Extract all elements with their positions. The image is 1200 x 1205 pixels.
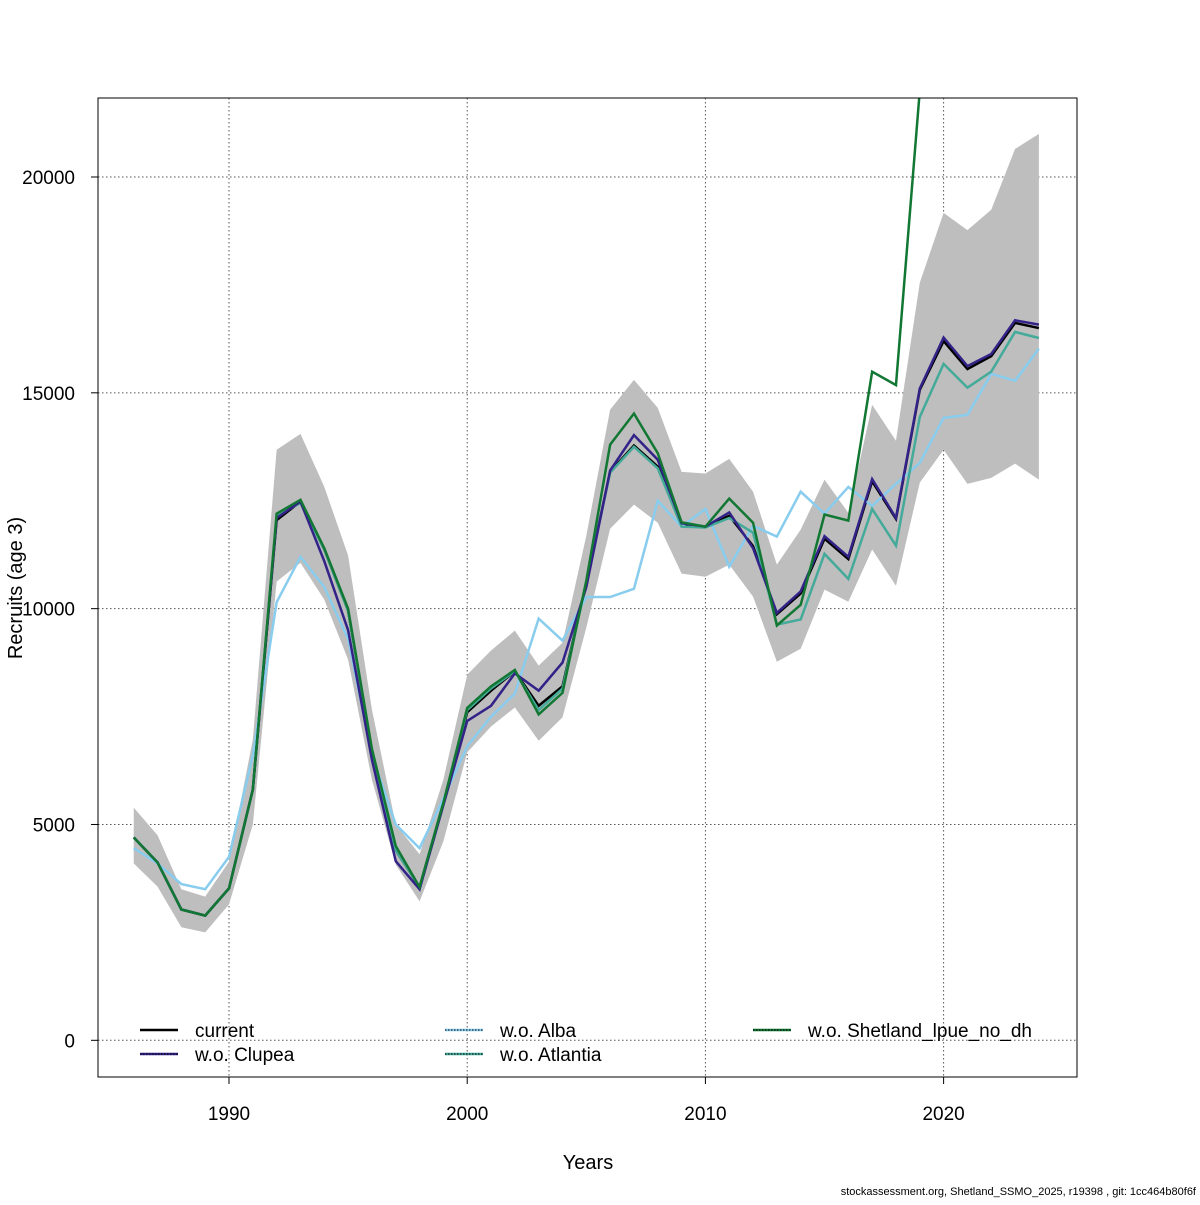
x-tick-label: 1990 <box>208 1104 250 1125</box>
legend-label-w-o-shetland-lpue-no-dh: w.o. Shetland_lpue_no_dh <box>807 1021 1032 1042</box>
x-axis-title: Years <box>563 1152 613 1174</box>
plot-frame <box>97 97 1078 1078</box>
series-line-w-o-alba <box>133 348 1040 891</box>
y-tick-label: 0 <box>64 1031 75 1052</box>
x-tick-label: 2020 <box>922 1104 964 1125</box>
y-tick-label: 10000 <box>22 600 75 621</box>
series-lines <box>132 98 1040 917</box>
footer-credit: stockassessment.org, Shetland_SSMO_2025,… <box>841 1186 1197 1198</box>
y-tick-label: 15000 <box>22 384 75 405</box>
y-tick-label: 20000 <box>22 168 75 189</box>
legend: current w.o. Clupea w.o. Alba w.o. Atlantia… <box>140 1021 1032 1066</box>
legend-label-current: current <box>195 1021 255 1042</box>
legend-label-w-o-clupea: w.o. Clupea <box>194 1045 295 1066</box>
x-tick-label: 2000 <box>446 1104 488 1125</box>
x-tick-label: 2010 <box>684 1104 726 1125</box>
confidence-band <box>133 133 1039 933</box>
axes: 1990 2000 2010 2020 0 5000 10000 15000 20000 <box>22 168 965 1125</box>
confidence-band-group <box>133 133 1039 933</box>
y-tick-label: 5000 <box>33 815 75 836</box>
legend-label-w-o-alba: w.o. Alba <box>499 1021 576 1042</box>
series-line-w-o-clupea <box>132 318 1040 917</box>
series-line-w-o-shetland-lpue-no-dh <box>132 98 921 917</box>
y-axis-title: Recruits (age 3) <box>5 517 27 659</box>
legend-label-w-o-atlantia: w.o. Atlantia <box>499 1045 602 1066</box>
